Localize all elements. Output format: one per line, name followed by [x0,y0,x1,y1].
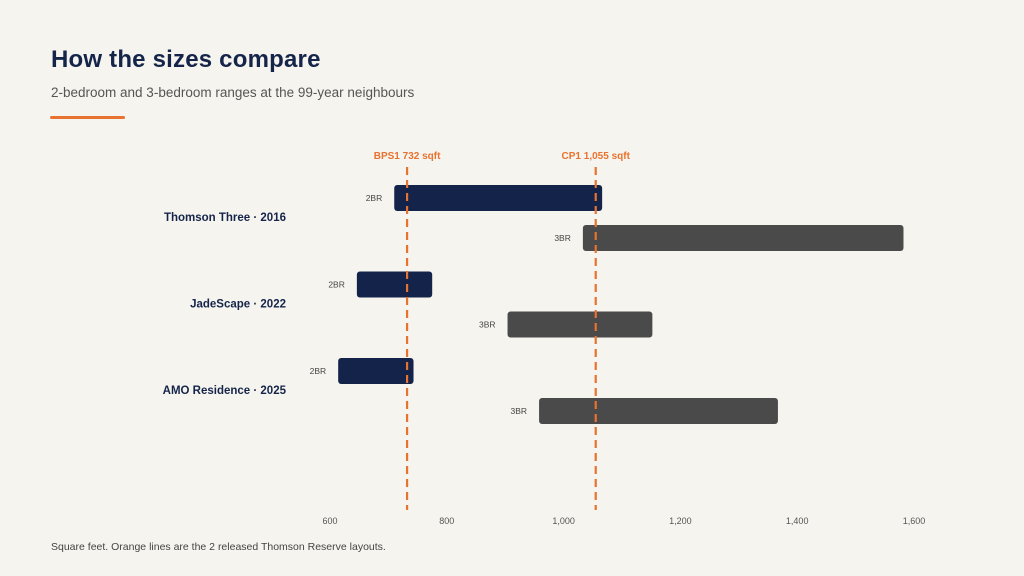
x-tick-label: 1,000 [552,516,575,526]
bar-label-2br: 2BR [366,193,383,203]
x-tick-label: 1,600 [903,516,926,526]
bar-label-3br: 3BR [479,320,496,330]
category-label: JadeScape · 2022 [190,299,286,311]
bar-3br [539,398,778,424]
category-label: Thomson Three · 2016 [164,212,286,224]
accent-rule [50,116,125,119]
x-tick-label: 1,400 [786,516,809,526]
bar-2br [338,358,414,384]
page-title: How the sizes compare [51,46,321,73]
bar-label-2br: 2BR [310,366,327,376]
bar-label-3br: 3BR [511,406,528,416]
bar-3br [582,225,904,251]
category-label: AMO Residence · 2025 [163,385,287,397]
footnote: Square feet. Orange lines are the 2 rele… [51,541,386,553]
x-tick-label: 1,200 [669,516,692,526]
reference-line-label: BPS1 732 sqft [374,151,441,162]
bar-label-3br: 3BR [554,233,571,243]
bar-2br [394,185,603,211]
x-tick-label: 600 [322,516,337,526]
page-subtitle: 2-bedroom and 3-bedroom ranges at the 99… [51,85,415,100]
bar-3br [507,311,653,338]
bar-label-2br: 2BR [328,280,345,290]
x-tick-label: 800 [439,516,454,526]
bar-2br [356,271,433,298]
reference-line-label: CP1 1,055 sqft [562,151,631,162]
